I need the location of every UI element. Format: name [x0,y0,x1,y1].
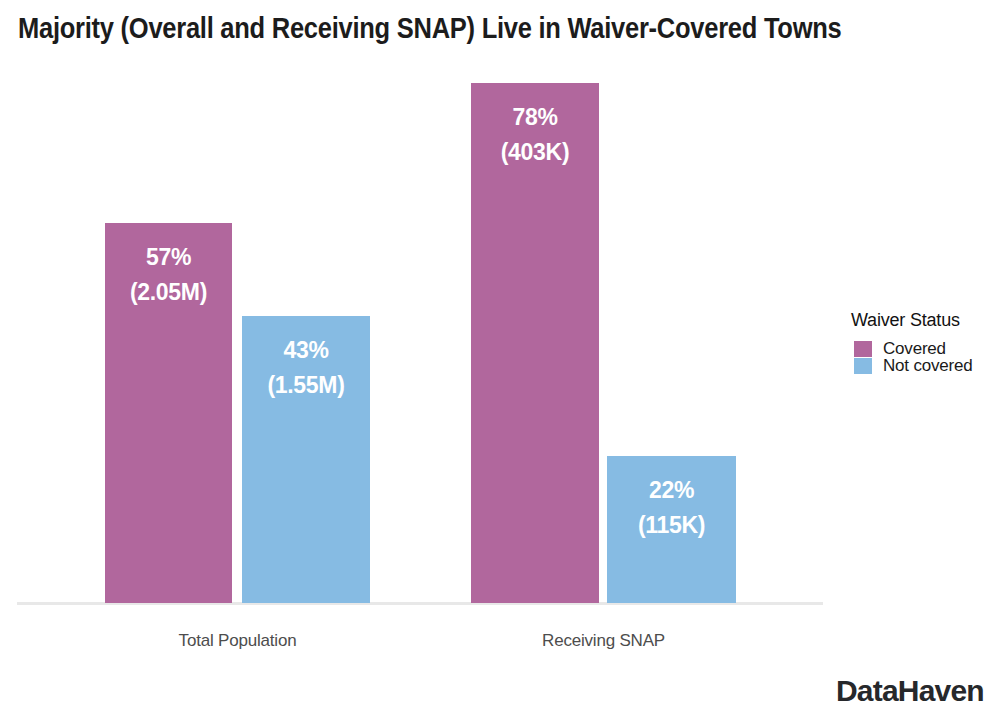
x-axis-label-total-population: Total Population [105,631,370,653]
bar-total-population-not-covered: 43% (1.55M) [242,316,370,603]
bar-value-label: 78% (403K) [471,100,599,170]
bar-receiving-snap-not-covered: 22% (115K) [607,456,736,603]
legend-item-covered: Covered [851,340,1000,357]
bar-receiving-snap-covered: 78% (403K) [471,83,599,603]
not-covered-swatch-icon [854,358,872,374]
x-axis-label-receiving-snap: Receiving SNAP [471,631,736,653]
legend: Waiver Status Covered Not covered [851,310,1000,374]
bar-value-label: 22% (115K) [607,473,736,543]
legend-item-label: Not covered [883,356,972,376]
legend-title: Waiver Status [851,310,1000,331]
bar-percent-text: 57% [105,240,232,275]
bar-total-population-covered: 57% (2.05M) [105,223,232,603]
covered-swatch-icon [854,341,872,357]
chart-figure: Majority (Overall and Receiving SNAP) Li… [0,0,1000,715]
bar-percent-text: 78% [471,100,599,135]
bar-value-label: 43% (1.55M) [242,333,370,403]
bar-percent-text: 22% [607,473,736,508]
bar-count-text: (1.55M) [242,368,370,403]
bar-percent-text: 43% [242,333,370,368]
bar-count-text: (403K) [471,135,599,170]
bar-value-label: 57% (2.05M) [105,240,232,310]
bar-count-text: (115K) [607,508,736,543]
legend-item-not-covered: Not covered [851,357,1000,374]
datahaven-logo: DataHaven [836,674,984,708]
chart-title: Majority (Overall and Receiving SNAP) Li… [18,12,898,45]
bar-count-text: (2.05M) [105,275,232,310]
